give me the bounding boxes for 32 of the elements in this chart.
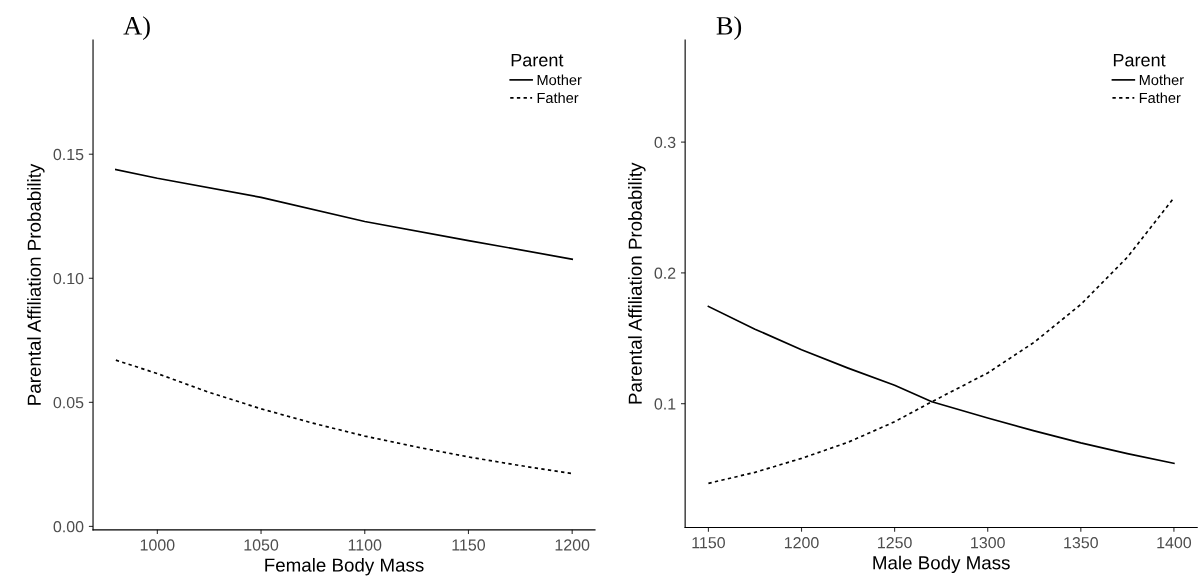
x-tick-label: 1200 [555,539,590,551]
legend-label: Father [537,92,579,104]
x-tick-label: 1150 [692,537,725,549]
y-tick-label: 0.1 [654,398,676,410]
x-tick-label: 1100 [348,539,382,551]
chart-title: B) [716,16,742,41]
legend-title: Parent [1113,53,1166,67]
y-tick-label: 0.3 [654,136,676,149]
y-tick-label: 0.00 [53,521,84,533]
x-tick-label: 1300 [971,537,1005,549]
line-series [115,168,574,261]
x-tick-label: 1350 [1064,537,1098,549]
legend-label: Mother [537,74,582,86]
x-tick-label: 1400 [1157,537,1192,549]
y-tick-label: 0.15 [53,148,84,161]
chart-title: A) [123,16,150,41]
y-tick-label: 0.10 [53,272,84,285]
y-tick-label: 0.05 [53,396,84,409]
x-tick-label: 1150 [452,539,486,551]
x-tick-label: 1200 [784,537,819,549]
y-axis-title: Parental Affiliation Probability [628,162,646,404]
y-axis-title: Parental Affiliation Probability [27,163,45,405]
line-series [115,359,574,475]
x-axis-title: Female Body Mass [265,557,424,576]
legend-label: Father [1139,92,1181,104]
y-tick-label: 0.2 [654,267,676,279]
legend-label: Mother [1139,74,1184,86]
x-tick-label: 1050 [244,539,279,551]
x-axis-title: Male Body Mass [873,555,1010,574]
x-tick-label: 1000 [140,539,175,551]
x-tick-label: 1250 [878,537,912,549]
legend-title: Parent [511,53,564,67]
